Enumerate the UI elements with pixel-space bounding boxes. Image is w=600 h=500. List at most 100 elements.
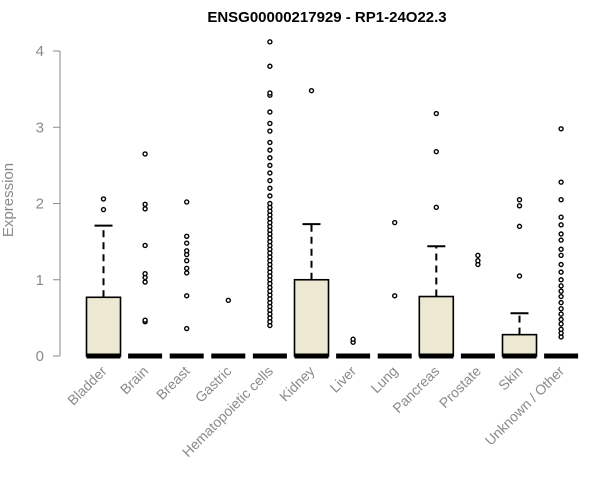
outlier-point xyxy=(558,231,564,237)
box-group xyxy=(544,126,579,359)
outlier-point xyxy=(475,252,481,259)
x-tick-label: Liver xyxy=(326,363,359,396)
outlier-point xyxy=(558,283,564,289)
outlier-point xyxy=(558,311,564,317)
box-body xyxy=(501,333,538,357)
y-tick-label: 3 xyxy=(36,119,44,136)
box-group xyxy=(501,196,538,359)
boxes-layer xyxy=(85,39,579,359)
outlier-point xyxy=(100,206,107,213)
outlier-point xyxy=(183,257,190,264)
outlier-point xyxy=(558,261,564,268)
box-group xyxy=(377,219,412,359)
box-group xyxy=(460,252,495,359)
outlier-point xyxy=(183,265,190,272)
outlier-point xyxy=(267,185,273,191)
outlier-point xyxy=(558,321,564,327)
outlier-point xyxy=(267,39,273,45)
outlier-point xyxy=(558,299,564,306)
outlier-point xyxy=(267,128,273,134)
outlier-point xyxy=(267,63,273,69)
outlier-point xyxy=(392,219,398,226)
y-tick-label: 4 xyxy=(36,43,44,60)
y-axis: 0 1 2 3 4 xyxy=(36,43,61,365)
outlier-point xyxy=(267,200,273,207)
outlier-point xyxy=(558,252,564,259)
outlier-point xyxy=(267,120,273,127)
outlier-point xyxy=(433,110,439,117)
box-group xyxy=(293,87,330,359)
box-body xyxy=(293,278,330,357)
outlier-point xyxy=(142,279,148,285)
x-tick-label: Prostate xyxy=(436,363,484,411)
outlier-point xyxy=(392,293,398,299)
y-tick-label: 1 xyxy=(36,272,44,289)
outlier-point xyxy=(183,240,190,246)
outlier-point xyxy=(183,233,190,239)
x-tick-label: Skin xyxy=(495,363,526,394)
outlier-point xyxy=(558,277,564,283)
box-group xyxy=(418,110,455,359)
outlier-point xyxy=(100,196,107,202)
outlier-point xyxy=(558,306,564,312)
outlier-point xyxy=(558,214,564,220)
chart-title: ENSG00000217929 - RP1-24O22.3 xyxy=(207,9,446,26)
outlier-point xyxy=(267,193,273,199)
outlier-point xyxy=(558,316,564,323)
x-tick-label: Bladder xyxy=(64,363,110,409)
x-tick-label: Brain xyxy=(117,363,151,397)
y-tick-label: 2 xyxy=(36,196,44,213)
box-group xyxy=(252,39,287,359)
outlier-point xyxy=(142,201,148,207)
outlier-point xyxy=(183,293,190,299)
outlier-point xyxy=(516,273,523,279)
box-body xyxy=(85,296,122,357)
box-group xyxy=(85,196,122,359)
box-group xyxy=(128,151,163,359)
outlier-point xyxy=(267,139,273,146)
box-body xyxy=(418,295,455,357)
y-axis-label: Expression xyxy=(0,163,17,237)
x-tick-label: Kidney xyxy=(276,363,318,405)
outlier-point xyxy=(267,177,273,184)
x-tick-label: Lung xyxy=(367,363,400,396)
outlier-point xyxy=(142,242,148,249)
outlier-point xyxy=(267,90,273,96)
outlier-point xyxy=(225,297,232,304)
outlier-point xyxy=(475,257,481,264)
outlier-point xyxy=(267,147,273,153)
outlier-point xyxy=(267,155,273,161)
outlier-point xyxy=(267,109,273,115)
outlier-point xyxy=(433,148,439,155)
outlier-point xyxy=(267,162,273,169)
outlier-point xyxy=(183,199,190,205)
outlier-point xyxy=(558,179,564,185)
outlier-point xyxy=(558,126,564,132)
outlier-point xyxy=(308,87,315,94)
outlier-point xyxy=(142,270,148,277)
outlier-point xyxy=(558,293,564,300)
x-tick-label: Breast xyxy=(153,363,193,403)
outlier-point xyxy=(267,170,273,176)
outlier-point xyxy=(558,288,564,294)
outlier-point xyxy=(183,270,190,276)
outlier-point xyxy=(183,248,190,254)
outlier-point xyxy=(516,203,523,209)
outlier-point xyxy=(142,317,148,323)
box-group xyxy=(169,199,204,359)
outlier-point xyxy=(142,206,148,212)
outlier-point xyxy=(558,246,564,252)
outlier-point xyxy=(558,196,564,203)
outlier-point xyxy=(558,269,564,275)
x-tick-label: Unknown / Other xyxy=(482,363,568,449)
outlier-point xyxy=(516,196,523,203)
outlier-point xyxy=(558,237,564,243)
y-tick-label: 0 xyxy=(36,348,44,365)
outlier-point xyxy=(516,223,523,230)
outlier-point xyxy=(558,222,564,228)
outlier-point xyxy=(183,325,190,332)
outlier-point xyxy=(350,336,356,342)
outlier-point xyxy=(433,204,439,211)
